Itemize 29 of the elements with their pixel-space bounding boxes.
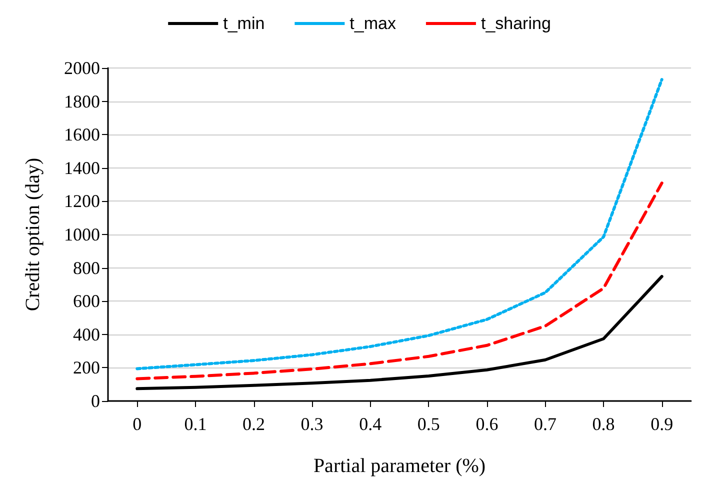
y-tick-label: 1400 [64,158,100,178]
y-tick-label: 0 [91,391,100,411]
legend-label: t_sharing [480,14,551,33]
legend-label: t_min [223,14,265,33]
x-tick-label: 0 [132,414,142,434]
x-tick-label: 0.4 [359,414,382,434]
y-axis-title: Credit option (day) [22,158,44,312]
x-tick-label: 0.9 [650,414,674,434]
y-tick-label: 800 [73,258,100,278]
x-tick-label: 0.3 [300,414,324,434]
x-tick-label: 0.8 [592,414,615,434]
x-axis-title: Partial parameter (%) [313,455,486,477]
line-series [136,78,664,370]
y-tick-label: 200 [73,358,100,378]
y-tick-label: 600 [73,291,100,312]
x-tick-label: 0.5 [417,414,440,434]
legend-label: t_max [350,14,396,33]
y-tick-label: 1000 [64,224,100,244]
line-series [136,274,664,390]
x-tick-label: 0.1 [184,414,207,434]
y-tick-label: 1600 [64,124,100,145]
line-series [136,182,664,380]
x-tick-label: 0.7 [534,414,556,434]
x-tick-label: 0.2 [242,414,265,434]
y-tick-label: 2000 [64,58,100,78]
x-tick-label: 0.6 [476,414,498,434]
y-tick-label: 1200 [64,191,100,212]
y-tick-label: 400 [73,324,100,344]
y-tick-label: 1800 [64,91,100,112]
